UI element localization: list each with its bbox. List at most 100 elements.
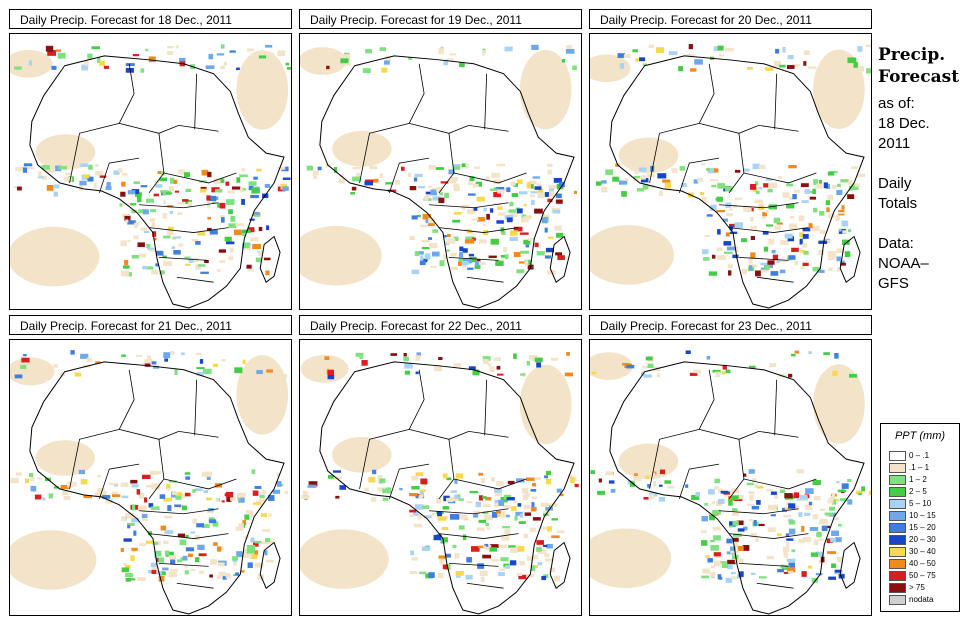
precip-cell — [420, 255, 424, 261]
precip-cell — [265, 270, 270, 276]
precip-cell — [144, 361, 151, 367]
precip-cell — [791, 247, 799, 252]
precip-cell — [307, 484, 317, 488]
precip-cell — [201, 472, 210, 477]
precip-cell — [718, 576, 723, 580]
precip-cell — [153, 541, 158, 545]
precip-cell — [208, 517, 215, 521]
precip-cell — [532, 517, 541, 521]
precip-cell — [78, 469, 86, 475]
precip-cell — [491, 172, 501, 178]
precip-cell — [165, 551, 174, 557]
precip-cell — [208, 519, 217, 524]
precip-cell — [768, 182, 778, 189]
precip-cell — [439, 192, 443, 196]
precip-cell — [714, 478, 721, 484]
precip-cell — [707, 489, 715, 495]
precip-cell — [634, 473, 638, 477]
precip-cell — [800, 266, 805, 269]
precip-cell — [419, 489, 426, 492]
precip-cell — [465, 236, 475, 240]
precip-cell — [121, 516, 126, 522]
precip-cell — [478, 472, 484, 476]
precip-cell — [804, 504, 813, 511]
precip-cell — [722, 364, 727, 370]
precip-cell — [428, 572, 435, 578]
precip-cell — [248, 181, 257, 186]
precip-cell — [241, 229, 251, 233]
precip-cell — [774, 225, 781, 230]
precip-cell — [171, 246, 176, 249]
precip-cell — [446, 497, 454, 503]
precip-cell — [252, 243, 261, 250]
country-border — [756, 582, 794, 589]
precip-cell — [438, 48, 444, 55]
precip-cell — [142, 265, 148, 270]
precip-cell — [776, 222, 783, 225]
dry-patch — [300, 354, 349, 383]
precip-cell — [710, 565, 715, 569]
country-border — [758, 430, 799, 438]
country-border — [438, 133, 455, 194]
precip-cell — [151, 269, 159, 275]
precip-cell — [711, 254, 716, 259]
precip-cell — [506, 187, 511, 193]
precip-cell — [466, 501, 473, 504]
precip-cell — [105, 186, 112, 191]
precip-cell — [645, 475, 650, 479]
country-border — [359, 122, 410, 183]
precip-cell — [286, 67, 291, 70]
precip-cell — [424, 195, 429, 201]
precip-cell — [543, 544, 548, 548]
precip-cell — [522, 217, 529, 223]
precip-cell — [717, 255, 726, 260]
precip-cell — [142, 209, 149, 215]
country-border — [119, 122, 179, 134]
precip-cell — [495, 510, 501, 514]
precip-cell — [67, 481, 73, 488]
precip-cell — [93, 182, 97, 189]
precip-cell — [285, 62, 290, 66]
precip-cell — [848, 180, 854, 186]
precip-cell — [833, 499, 839, 502]
country-border — [148, 439, 165, 500]
precip-cell — [454, 479, 458, 484]
precip-cell — [856, 173, 866, 178]
precip-cell — [120, 547, 124, 552]
precip-cell — [217, 268, 221, 273]
precip-cell — [694, 59, 703, 65]
precip-cell — [801, 525, 805, 532]
precip-cell — [23, 353, 27, 357]
precip-cell — [421, 239, 430, 243]
legend-label: 30 – 40 — [909, 547, 936, 556]
precip-cell — [827, 251, 837, 257]
precip-cell — [841, 52, 848, 58]
precip-cell — [230, 497, 236, 501]
country-border — [719, 508, 799, 515]
precip-cell — [494, 499, 500, 504]
precip-cell — [482, 545, 486, 550]
precip-cell — [783, 571, 790, 574]
precip-cell — [103, 65, 110, 69]
precip-cell — [227, 190, 235, 194]
coastline — [29, 55, 285, 309]
precip-cell — [831, 563, 837, 569]
precip-cell — [444, 553, 451, 558]
precip-cell — [437, 572, 444, 578]
precip-cell — [685, 350, 691, 354]
precip-cell — [452, 544, 457, 548]
country-border — [139, 202, 219, 209]
precip-cell — [409, 509, 417, 513]
precip-cell — [484, 514, 494, 521]
precip-cell — [184, 472, 191, 475]
precip-cell — [146, 243, 151, 249]
precip-cell — [763, 183, 772, 188]
precip-cell — [147, 531, 152, 536]
country-border — [163, 172, 237, 184]
precip-cell — [725, 213, 733, 217]
precip-cell — [503, 247, 508, 253]
precip-cell — [379, 478, 386, 484]
precip-cell — [544, 255, 551, 259]
precip-cell — [837, 267, 841, 272]
precip-cell — [766, 224, 774, 227]
